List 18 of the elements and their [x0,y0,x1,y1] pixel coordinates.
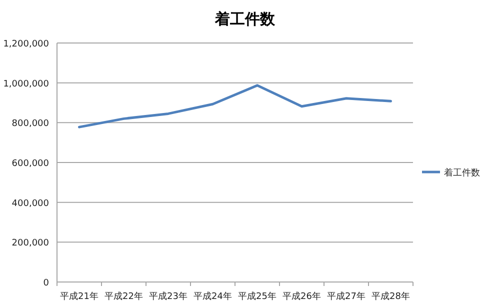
line-series [78,84,392,128]
y-tick-label: 1,000,000 [3,79,50,90]
x-tick-label: 平成24年 [194,291,232,302]
y-tick-label: 400,000 [12,198,50,209]
x-tick-label: 平成27年 [327,291,366,302]
y-tick-label: 600,000 [12,159,50,169]
legend-label: 着工件数 [444,168,480,178]
x-tick-label: 平成22年 [104,291,143,302]
x-tick-label: 平成25年 [238,291,276,302]
y-tick-label: 800,000 [12,119,50,130]
x-tick-label: 平成26年 [282,291,321,302]
y-tick-label: 200,000 [12,238,50,249]
y-tick-label: 0 [43,278,50,288]
x-tick-label: 平成28年 [372,291,410,302]
x-tick-label: 平成23年 [149,291,188,302]
chart-title: 着工件数 [214,10,276,28]
x-tick-label: 平成21年 [60,291,98,302]
y-tick-label: 1,200,000 [3,40,50,50]
